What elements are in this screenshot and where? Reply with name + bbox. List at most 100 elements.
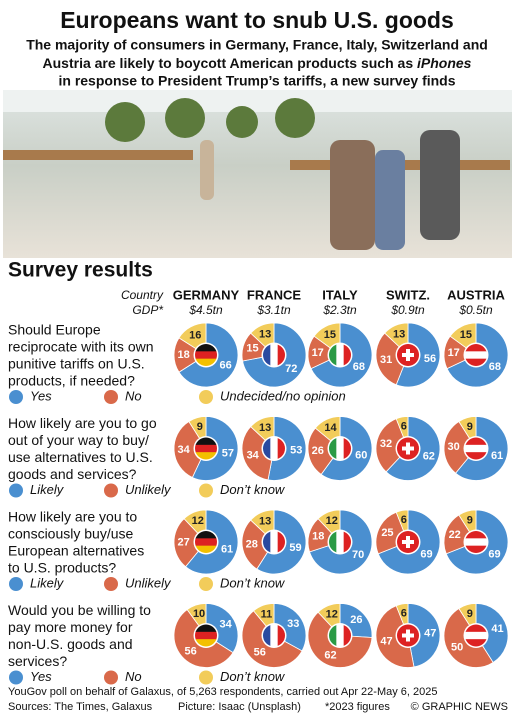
legend-swatch — [199, 483, 213, 498]
legend-label: Don’t know — [220, 575, 286, 590]
pie: 34 56 10 — [172, 602, 240, 669]
pie: 57 34 9 — [172, 415, 240, 482]
footer-sources: Sources: The Times, Galaxus — [8, 701, 153, 713]
pie-label: 66 — [220, 360, 232, 372]
pie-label: 9 — [197, 421, 203, 433]
flag — [195, 531, 217, 553]
flag-part — [329, 624, 337, 647]
flag-part — [402, 540, 414, 544]
pie: 62 32 6 — [374, 415, 442, 482]
pie-label: 13 — [259, 328, 271, 340]
flag-part — [465, 624, 487, 633]
flag-part — [465, 538, 487, 547]
pie-label: 10 — [193, 608, 205, 620]
flag — [263, 344, 285, 366]
pie-slice — [375, 418, 409, 473]
legend-label: Likely — [30, 482, 65, 497]
flag — [263, 624, 285, 647]
legend-label: Undecided/no opinion — [220, 388, 346, 403]
flag — [397, 344, 419, 366]
flag-part — [195, 344, 217, 352]
pie-slice — [375, 332, 409, 386]
legend-label: Unlikely — [125, 482, 172, 497]
flag-part — [465, 437, 487, 446]
photo — [3, 90, 512, 258]
pie-label: 62 — [324, 650, 336, 662]
flag-part — [195, 624, 217, 633]
pie-label: 56 — [254, 647, 266, 659]
pie-label: 13 — [393, 328, 405, 340]
pie-label: 27 — [177, 537, 189, 549]
pie: 47 47 6 — [374, 602, 442, 669]
flag-part — [402, 633, 414, 638]
flag-part — [277, 437, 285, 460]
flag — [329, 624, 351, 647]
flag-part — [465, 358, 487, 366]
flag-part — [329, 531, 337, 553]
flag-part — [329, 344, 337, 366]
country-name: FRANCE — [247, 287, 301, 302]
flag-part — [195, 452, 217, 460]
flag-part — [465, 639, 487, 647]
pie-label: 13 — [259, 422, 271, 434]
question: Would you be willing to — [8, 602, 151, 618]
pie-label: 61 — [491, 450, 503, 462]
pie-label: 6 — [401, 607, 407, 619]
flag-part — [343, 437, 351, 460]
subtitle-part: Austria are likely to boycott American p… — [43, 55, 417, 71]
flag-part — [195, 538, 217, 547]
legend-label: Yes — [30, 388, 52, 403]
legend-label: Don’t know — [220, 482, 286, 497]
flag — [329, 531, 351, 553]
flag — [263, 437, 285, 460]
flag-part — [343, 624, 351, 647]
pie-label: 50 — [451, 641, 463, 653]
pie-label: 28 — [246, 539, 258, 551]
pie-label: 15 — [324, 329, 336, 341]
pie-label: 9 — [467, 514, 473, 526]
pie-label: 16 — [189, 329, 201, 341]
flag — [465, 344, 487, 366]
legend-swatch — [9, 577, 23, 591]
pie-label: 41 — [491, 623, 503, 635]
question: consciously buy/use — [8, 526, 134, 542]
pie-label: 6 — [401, 514, 407, 526]
flag-part — [195, 358, 217, 366]
pie-slice — [443, 420, 477, 474]
question: Should Europe — [8, 322, 101, 338]
footer-picture: Picture: Isaac (Unsplash) — [178, 701, 301, 713]
flag-part — [195, 444, 217, 453]
subtitle-line: Austria are likely to boycott American p… — [43, 55, 472, 71]
column-label: GDP* — [132, 303, 163, 317]
question: punitive tariffs on U.S. — [8, 356, 145, 372]
flag-part — [465, 631, 487, 640]
flag — [195, 344, 217, 366]
pie-slice — [241, 426, 275, 481]
legend-label: No — [125, 388, 142, 403]
flag — [397, 531, 419, 553]
question: goods and services? — [8, 466, 137, 482]
pie: 41 50 9 — [442, 602, 510, 669]
pie-slice — [375, 605, 415, 668]
flag-part — [195, 531, 217, 539]
legend-swatch — [199, 670, 213, 685]
country-gdp: $2.3tn — [322, 303, 357, 317]
flag-part — [263, 531, 271, 553]
subtitle: The majority of consumers in Germany, Fr… — [26, 37, 488, 89]
legend-label: Likely — [30, 575, 65, 590]
question: to U.S. products? — [8, 560, 116, 576]
pie-label: 56 — [185, 646, 197, 658]
legend-label: Yes — [30, 669, 52, 684]
flag-part — [195, 351, 217, 360]
question: How likely are you to — [8, 509, 137, 525]
pie-slice — [307, 427, 341, 475]
flag-part — [195, 545, 217, 553]
pie-slice — [173, 420, 207, 478]
flag-part — [263, 624, 271, 647]
footer-credit: © GRAPHIC NEWS — [411, 701, 508, 713]
legend-swatch — [9, 390, 23, 404]
pie-label: 72 — [285, 363, 297, 375]
